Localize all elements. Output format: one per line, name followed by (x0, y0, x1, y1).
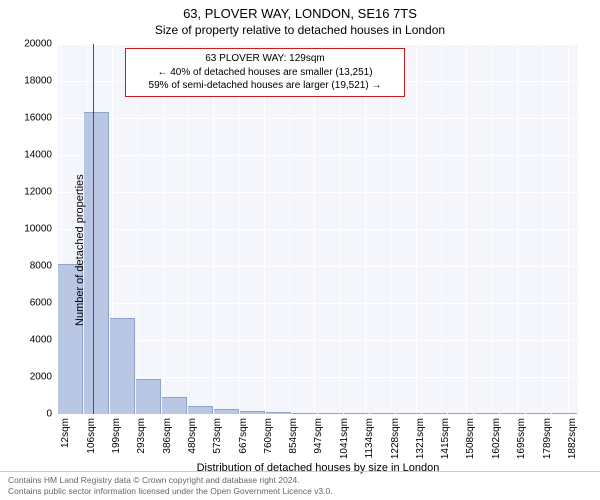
grid-line-v (239, 44, 240, 414)
histogram-bar (162, 397, 187, 414)
grid-line-v (340, 44, 341, 414)
grid-line-v (264, 44, 265, 414)
histogram-bar (84, 112, 109, 414)
x-tick-label: 1321sqm (415, 418, 417, 459)
plot-area: 0200040006000800010000120001400016000180… (58, 44, 578, 414)
x-tick-label: 1882sqm (567, 418, 569, 459)
x-tick-label: 1134sqm (364, 418, 366, 458)
histogram-bar (526, 413, 551, 414)
page-title: 63, PLOVER WAY, LONDON, SE16 7TS (0, 0, 600, 21)
x-tick-label: 1415sqm (440, 418, 442, 459)
histogram-bar (344, 413, 369, 414)
y-tick-label: 8000 (30, 261, 52, 272)
grid-line-h (58, 303, 578, 304)
property-marker-line (93, 44, 94, 414)
x-tick-label: 12sqm (60, 418, 62, 448)
histogram-bar (266, 412, 291, 414)
x-tick-label: 573sqm (212, 418, 214, 454)
grid-line-v (289, 44, 290, 414)
y-tick-label: 2000 (30, 372, 52, 383)
histogram-bar (318, 413, 343, 414)
grid-line-h (58, 377, 578, 378)
grid-line-v (213, 44, 214, 414)
histogram-bar (188, 406, 213, 414)
x-tick-label: 854sqm (288, 418, 290, 454)
grid-line-v (163, 44, 164, 414)
grid-line-h (58, 414, 578, 415)
y-tick-label: 16000 (24, 113, 52, 124)
histogram-bar (422, 413, 447, 414)
y-axis-label: Number of detached properties (74, 174, 86, 326)
grid-line-v (441, 44, 442, 414)
histogram-bar (214, 409, 239, 414)
grid-line-h (58, 266, 578, 267)
x-tick-label: 1602sqm (491, 418, 493, 459)
histogram-bar (292, 413, 317, 414)
x-tick-label: 947sqm (313, 418, 315, 454)
annotation-box: 63 PLOVER WAY: 129sqm ← 40% of detached … (125, 48, 405, 97)
grid-line-h (58, 44, 578, 45)
grid-line-v (543, 44, 544, 414)
grid-line-v (492, 44, 493, 414)
x-tick-label: 293sqm (136, 418, 138, 454)
annotation-line-1: 63 PLOVER WAY: 129sqm (134, 52, 396, 66)
grid-line-v (466, 44, 467, 414)
chart-area: 0200040006000800010000120001400016000180… (58, 44, 578, 414)
grid-line-v (314, 44, 315, 414)
x-tick-label: 199sqm (111, 418, 113, 454)
page-subtitle: Size of property relative to detached ho… (0, 21, 600, 41)
histogram-bar (500, 413, 525, 414)
x-tick-label: 760sqm (263, 418, 265, 454)
histogram-bar (110, 318, 135, 414)
footer-line-2: Contains public sector information licen… (8, 486, 592, 497)
histogram-bar (370, 413, 395, 414)
histogram-bar (240, 411, 265, 414)
y-tick-label: 14000 (24, 150, 52, 161)
grid-line-v (568, 44, 569, 414)
grid-line-h (58, 192, 578, 193)
x-tick-label: 1041sqm (339, 418, 341, 459)
y-tick-label: 6000 (30, 298, 52, 309)
x-tick-label: 667sqm (238, 418, 240, 454)
annotation-line-3: 59% of semi-detached houses are larger (… (134, 79, 396, 93)
histogram-bar (136, 379, 161, 414)
grid-line-h (58, 229, 578, 230)
grid-line-v (188, 44, 189, 414)
footer-attribution: Contains HM Land Registry data © Crown c… (0, 471, 600, 500)
y-tick-label: 20000 (24, 39, 52, 50)
y-tick-label: 18000 (24, 76, 52, 87)
footer-line-1: Contains HM Land Registry data © Crown c… (8, 475, 592, 486)
grid-line-v (517, 44, 518, 414)
histogram-bar (396, 413, 421, 414)
y-tick-label: 4000 (30, 335, 52, 346)
x-tick-label: 1228sqm (390, 418, 392, 459)
grid-line-h (58, 155, 578, 156)
x-tick-label: 1508sqm (465, 418, 467, 459)
histogram-bar (474, 413, 499, 414)
x-tick-label: 1789sqm (542, 418, 544, 459)
histogram-bar (448, 413, 473, 414)
histogram-bar (552, 413, 577, 414)
y-tick-label: 0 (46, 409, 52, 420)
grid-line-h (58, 118, 578, 119)
x-tick-label: 480sqm (187, 418, 189, 454)
annotation-line-2: ← 40% of detached houses are smaller (13… (134, 66, 396, 80)
x-tick-label: 106sqm (86, 418, 88, 454)
y-tick-label: 12000 (24, 187, 52, 198)
grid-line-v (365, 44, 366, 414)
x-tick-label: 1695sqm (516, 418, 518, 459)
grid-line-h (58, 340, 578, 341)
x-tick-label: 386sqm (162, 418, 164, 454)
y-tick-label: 10000 (24, 224, 52, 235)
grid-line-v (391, 44, 392, 414)
grid-line-v (416, 44, 417, 414)
grid-line-v (137, 44, 138, 414)
